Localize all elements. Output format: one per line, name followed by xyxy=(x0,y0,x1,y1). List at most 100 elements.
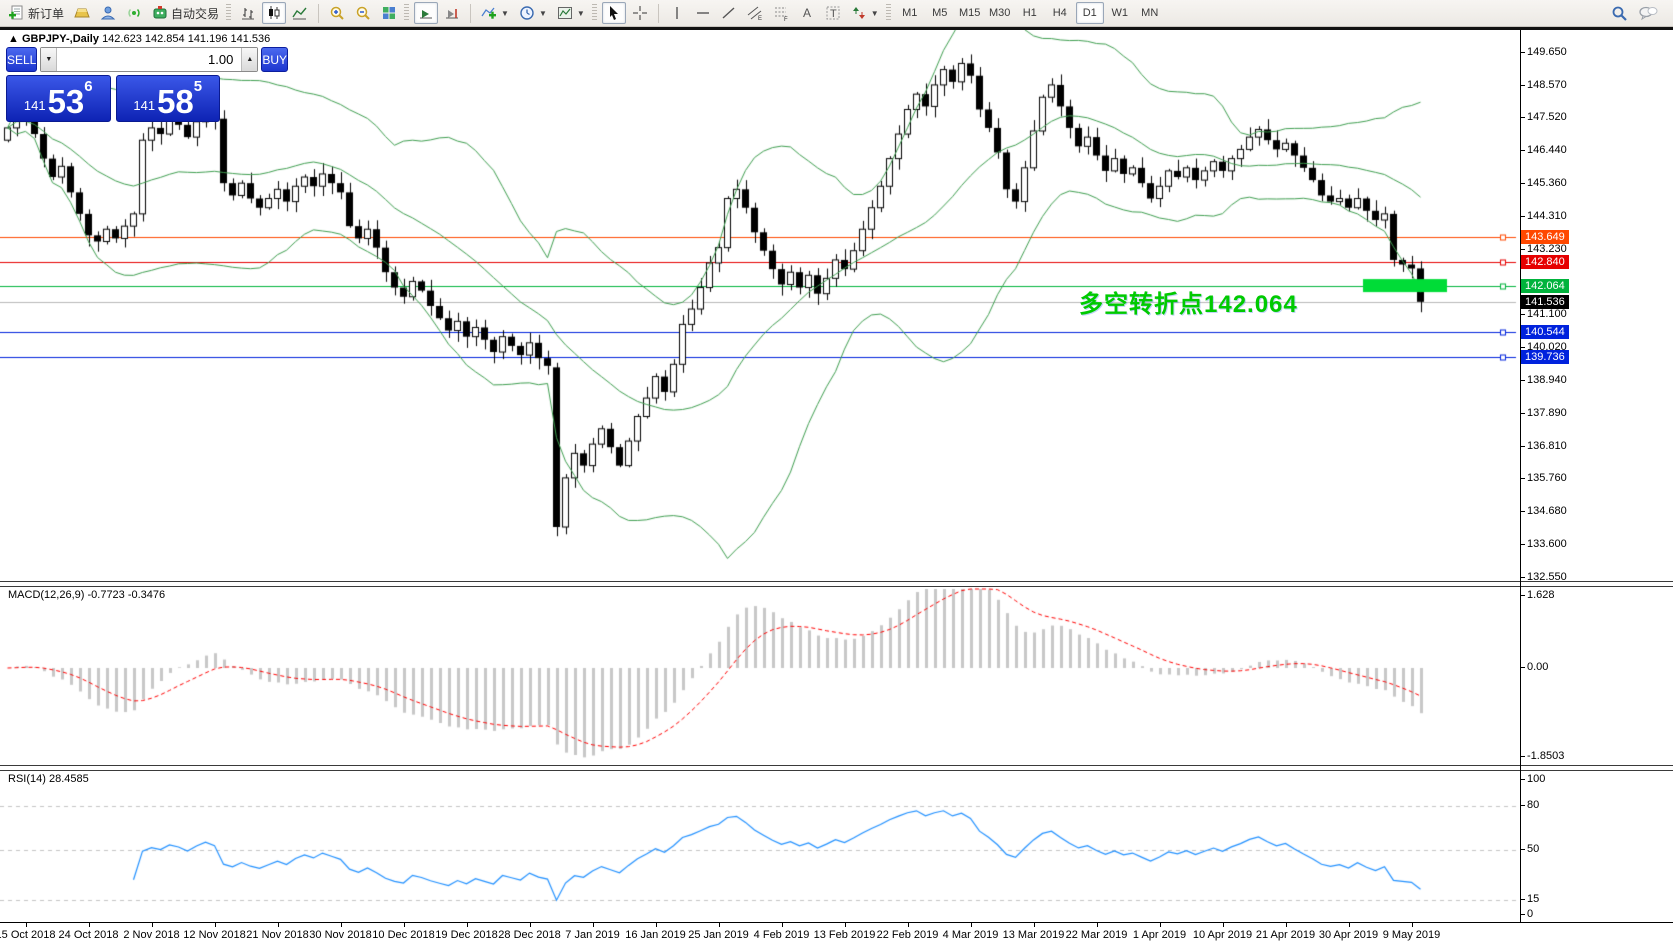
timeframe-D1[interactable]: D1 xyxy=(1075,2,1104,24)
indicators-button[interactable]: ▼ xyxy=(477,2,513,24)
panel-splitter[interactable] xyxy=(0,765,1673,771)
price-level-tag: 139.736 xyxy=(1521,350,1569,365)
text-button[interactable]: A xyxy=(795,2,819,24)
date-axis-label: 4 Mar 2019 xyxy=(942,929,999,941)
tile-windows-button[interactable] xyxy=(377,2,401,24)
date-axis-tick-mark xyxy=(1222,923,1224,927)
date-axis-tick-mark xyxy=(1159,923,1161,927)
volume-input[interactable] xyxy=(57,48,242,71)
date-axis-label: 21 Nov 2018 xyxy=(246,929,309,941)
rsi-axis-tick: 100 xyxy=(1520,773,1546,785)
community-button[interactable] xyxy=(96,2,120,24)
arrows-icon xyxy=(852,7,865,19)
sell-button[interactable]: SELL xyxy=(6,47,38,72)
timeframe-M1[interactable]: M1 xyxy=(902,7,918,19)
price-level-tag: 143.649 xyxy=(1521,229,1569,244)
date-axis-label: 13 Feb 2019 xyxy=(813,929,876,941)
arrows-button[interactable]: ▼ xyxy=(847,2,883,24)
volume-stepper: ▼ ▲ xyxy=(40,47,259,72)
symbol-period-label: GBPJPY-,Daily xyxy=(21,33,99,45)
timeframe-MN[interactable]: MN xyxy=(1141,7,1159,19)
zoom-in-icon xyxy=(330,6,344,20)
horizontal-line-icon xyxy=(696,12,709,14)
vertical-line-button[interactable] xyxy=(665,2,689,24)
main-chart-canvas[interactable] xyxy=(0,30,1520,581)
volume-decrease-button[interactable]: ▼ xyxy=(41,48,58,71)
market-button[interactable] xyxy=(70,2,94,24)
collapse-triangle-icon[interactable]: ▲ xyxy=(8,33,19,45)
equidistant-channel-button[interactable]: E xyxy=(743,2,767,24)
timeframe-W1[interactable]: W1 xyxy=(1111,7,1128,19)
price-axis-tick: 148.570 xyxy=(1521,78,1567,91)
date-axis-tick-mark xyxy=(1411,923,1413,927)
price-axis-tick: 147.520 xyxy=(1521,111,1567,124)
date-axis-tick-mark xyxy=(844,923,846,927)
toolbar: 新订单 自动交易 xyxy=(0,0,1673,27)
sell-price-tile[interactable]: 141 53 6 xyxy=(6,75,111,122)
signals-button[interactable] xyxy=(122,2,146,24)
date-axis-label: 22 Feb 2019 xyxy=(876,929,939,941)
gold-ingot-icon xyxy=(74,8,90,18)
svg-text:A: A xyxy=(803,6,811,20)
rsi-canvas[interactable] xyxy=(0,771,1520,922)
template-icon xyxy=(557,7,572,19)
macd-canvas[interactable] xyxy=(0,587,1520,765)
toolbar-separator xyxy=(318,3,320,23)
new-order-button[interactable]: 新订单 xyxy=(5,2,68,24)
date-axis-label: 22 Mar 2019 xyxy=(1065,929,1128,941)
price-axis-tick: 137.890 xyxy=(1521,406,1567,419)
date-axis-label: 16 Jan 2019 xyxy=(625,929,686,941)
algo-trading-label: 自动交易 xyxy=(171,6,220,21)
crosshair-button[interactable] xyxy=(628,2,652,24)
periods-button[interactable]: ▼ xyxy=(515,2,551,24)
buy-button[interactable]: BUY xyxy=(261,47,289,72)
candlestick-icon xyxy=(269,6,280,19)
fibonacci-button[interactable]: F xyxy=(769,2,793,24)
date-axis-tick-mark xyxy=(970,923,972,927)
price-axis-tick: 135.760 xyxy=(1521,472,1567,485)
timeframe-H4[interactable]: H4 xyxy=(1052,7,1067,19)
search-button[interactable] xyxy=(1607,2,1632,24)
timeframe-M15[interactable]: M15 xyxy=(959,7,981,19)
horizontal-line-button[interactable] xyxy=(691,2,715,24)
bar-chart-icon xyxy=(242,8,255,20)
cursor-icon xyxy=(609,6,618,20)
chart-shift-button[interactable] xyxy=(440,2,464,24)
price-axis-tick: 132.550 xyxy=(1521,570,1567,583)
candlestick-chart-button[interactable] xyxy=(262,2,287,24)
date-axis-label: 28 Dec 2018 xyxy=(498,929,561,941)
cursor-button[interactable] xyxy=(601,2,626,24)
price-axis-tick: 143.230 xyxy=(1521,242,1567,255)
macd-axis-tick: -1.8503 xyxy=(1520,749,1565,762)
dropdown-caret-icon: ▼ xyxy=(538,8,547,18)
toolbar-grip xyxy=(404,4,410,22)
search-icon xyxy=(1612,6,1627,21)
bar-chart-button[interactable] xyxy=(236,2,260,24)
toolbar-grip xyxy=(591,4,597,22)
date-axis-tick-mark xyxy=(214,923,216,927)
chart-shift-icon xyxy=(446,9,459,19)
buy-price-tile[interactable]: 141 58 5 xyxy=(115,75,220,122)
text-label-button[interactable]: T xyxy=(821,2,845,24)
line-chart-button[interactable] xyxy=(288,2,312,24)
trendline-button[interactable] xyxy=(717,2,741,24)
date-axis-label: 9 May 2019 xyxy=(1382,929,1441,941)
volume-increase-button[interactable]: ▲ xyxy=(241,48,258,71)
chat-button[interactable] xyxy=(1634,2,1662,24)
templates-button[interactable]: ▼ xyxy=(553,2,589,24)
date-axis-label: 15 Oct 2018 xyxy=(0,929,56,941)
zoom-in-button[interactable] xyxy=(325,2,349,24)
rsi-axis-tick: 15 xyxy=(1520,893,1540,906)
date-axis-tick-mark xyxy=(340,923,342,927)
algo-trading-button[interactable]: 自动交易 xyxy=(148,2,223,24)
timeframe-M30[interactable]: M30 xyxy=(989,7,1011,19)
zoom-out-button[interactable] xyxy=(351,2,375,24)
timeframe-H1[interactable]: H1 xyxy=(1022,7,1037,19)
panel-splitter[interactable] xyxy=(0,581,1673,587)
chart-annotation: 多空转折点142.064 xyxy=(1079,291,1298,318)
auto-scroll-button[interactable] xyxy=(414,2,439,24)
timeframe-M5[interactable]: M5 xyxy=(932,7,948,19)
date-axis-label: 24 Oct 2018 xyxy=(58,929,119,941)
rsi-indicator-label: RSI(14) 28.4585 xyxy=(8,773,89,785)
date-axis-tick-mark xyxy=(1096,923,1098,927)
